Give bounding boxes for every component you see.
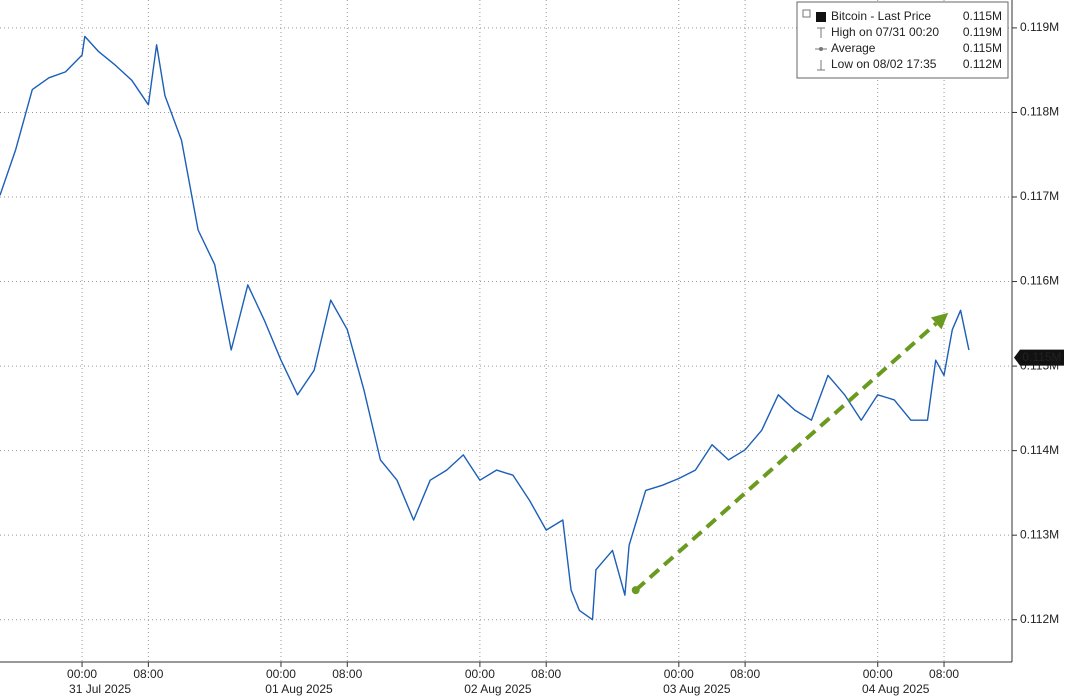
- x-day-label: 31 Jul 2025: [69, 682, 131, 696]
- price-line: [0, 35, 970, 621]
- x-day-label: 02 Aug 2025: [464, 682, 532, 696]
- annotation-arrow: [634, 321, 938, 592]
- legend-icon: [817, 60, 825, 71]
- legend-label: Bitcoin - Last Price: [831, 9, 931, 23]
- x-tick-label: 00:00: [664, 667, 694, 681]
- y-tick-label: 0.116M: [1020, 274, 1059, 288]
- x-tick-label: 00:00: [266, 667, 296, 681]
- legend-value: 0.119M: [963, 25, 1002, 39]
- x-day-label: 01 Aug 2025: [265, 682, 333, 696]
- x-tick-label: 00:00: [863, 667, 893, 681]
- legend-label: Average: [831, 41, 876, 55]
- y-tick-label: 0.114M: [1020, 443, 1059, 457]
- legend-label: Low on 08/02 17:35: [831, 57, 937, 71]
- x-tick-label: 00:00: [67, 667, 97, 681]
- legend-collapse: [802, 9, 811, 18]
- legend-value: 0.112M: [963, 57, 1002, 71]
- legend-swatch: [816, 12, 826, 22]
- legend-label: High on 07/31 00:20: [831, 25, 939, 39]
- legend-value: 0.115M: [963, 41, 1002, 55]
- x-tick-label: 08:00: [730, 667, 760, 681]
- last-price-tag: [1014, 349, 1064, 366]
- legend-box: [796, 1, 1009, 79]
- y-tick-label: 0.112M: [1020, 612, 1059, 626]
- last-price-label: 0.115M: [1022, 350, 1061, 364]
- legend-value: 0.115M: [963, 9, 1002, 23]
- x-tick-label: 00:00: [465, 667, 495, 681]
- x-tick-label: 08:00: [531, 667, 561, 681]
- arrow-start: [631, 586, 640, 595]
- x-tick-label: 08:00: [133, 667, 163, 681]
- legend-icon-dot: [819, 47, 823, 51]
- legend-icon: [817, 27, 825, 38]
- arrow-head: [930, 312, 949, 330]
- y-tick-label: 0.118M: [1020, 105, 1059, 119]
- x-day-label: 04 Aug 2025: [862, 682, 930, 696]
- y-tick-label: 0.119M: [1020, 20, 1059, 34]
- y-tick-label: 0.113M: [1020, 527, 1059, 541]
- x-tick-label: 08:00: [332, 667, 362, 681]
- x-tick-label: 08:00: [929, 667, 959, 681]
- x-day-label: 03 Aug 2025: [663, 682, 731, 696]
- y-tick-label: 0.117M: [1020, 189, 1059, 203]
